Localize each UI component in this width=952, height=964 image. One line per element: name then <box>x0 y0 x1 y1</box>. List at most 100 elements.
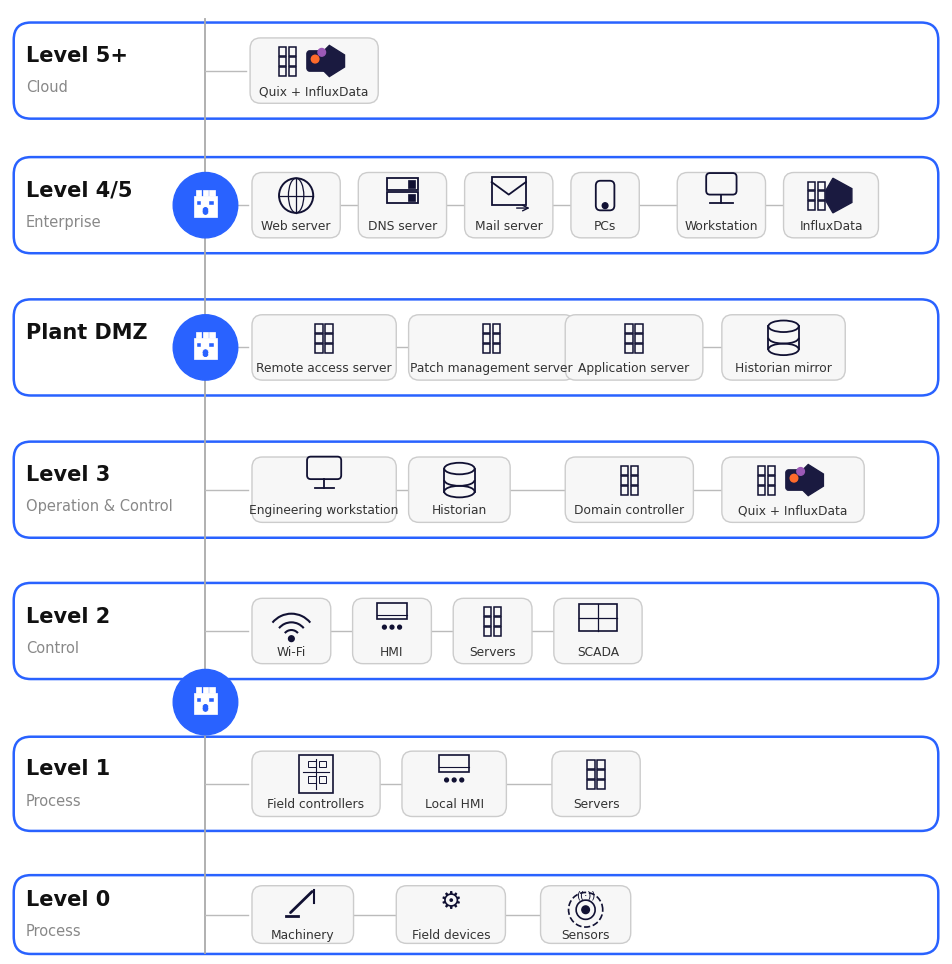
FancyBboxPatch shape <box>13 583 939 679</box>
Text: Servers: Servers <box>469 646 516 658</box>
Circle shape <box>790 474 798 482</box>
FancyBboxPatch shape <box>396 886 506 944</box>
FancyBboxPatch shape <box>13 875 939 954</box>
FancyBboxPatch shape <box>194 196 217 217</box>
Text: Quix + InfluxData: Quix + InfluxData <box>260 85 368 98</box>
Circle shape <box>288 636 294 642</box>
FancyBboxPatch shape <box>407 180 414 188</box>
FancyBboxPatch shape <box>250 38 378 103</box>
FancyBboxPatch shape <box>209 332 215 338</box>
Circle shape <box>318 48 326 56</box>
Text: InfluxData: InfluxData <box>800 220 863 233</box>
FancyBboxPatch shape <box>465 173 553 238</box>
Text: Historian: Historian <box>432 504 487 518</box>
FancyBboxPatch shape <box>13 442 939 538</box>
Text: Wi-Fi: Wi-Fi <box>277 646 306 658</box>
Text: Domain controller: Domain controller <box>574 504 684 518</box>
FancyBboxPatch shape <box>552 751 640 817</box>
Text: Level 0: Level 0 <box>26 890 110 910</box>
FancyBboxPatch shape <box>252 315 396 380</box>
Text: Sensors: Sensors <box>562 929 610 942</box>
FancyBboxPatch shape <box>203 332 208 338</box>
FancyBboxPatch shape <box>203 686 208 693</box>
Text: Local HMI: Local HMI <box>425 798 484 812</box>
FancyBboxPatch shape <box>677 173 765 238</box>
FancyBboxPatch shape <box>453 599 532 663</box>
FancyBboxPatch shape <box>209 190 215 196</box>
Text: Control: Control <box>26 641 79 656</box>
Circle shape <box>173 315 238 380</box>
Circle shape <box>383 626 387 629</box>
FancyBboxPatch shape <box>783 173 879 238</box>
Text: Cloud: Cloud <box>26 80 68 95</box>
Text: Process: Process <box>26 924 82 939</box>
FancyBboxPatch shape <box>209 698 214 702</box>
Text: Level 2: Level 2 <box>26 606 110 627</box>
FancyBboxPatch shape <box>407 194 414 201</box>
Polygon shape <box>798 465 823 495</box>
Polygon shape <box>319 45 345 76</box>
FancyBboxPatch shape <box>203 190 208 196</box>
FancyBboxPatch shape <box>252 886 353 944</box>
FancyBboxPatch shape <box>352 599 431 663</box>
Text: DNS server: DNS server <box>367 220 437 233</box>
FancyBboxPatch shape <box>252 173 340 238</box>
Text: Patch management server: Patch management server <box>410 362 573 375</box>
FancyBboxPatch shape <box>307 50 327 71</box>
FancyBboxPatch shape <box>194 693 217 713</box>
FancyBboxPatch shape <box>408 457 510 522</box>
FancyBboxPatch shape <box>202 206 208 216</box>
Text: Mail server: Mail server <box>475 220 543 233</box>
Text: Servers: Servers <box>573 798 620 812</box>
FancyBboxPatch shape <box>13 22 939 119</box>
Text: PCs: PCs <box>594 220 616 233</box>
FancyBboxPatch shape <box>197 201 202 204</box>
FancyBboxPatch shape <box>196 332 202 338</box>
Text: Remote access server: Remote access server <box>256 362 392 375</box>
FancyBboxPatch shape <box>209 686 215 693</box>
FancyBboxPatch shape <box>252 457 396 522</box>
Polygon shape <box>826 178 852 213</box>
FancyBboxPatch shape <box>209 343 214 347</box>
Text: Level 3: Level 3 <box>26 466 110 485</box>
FancyBboxPatch shape <box>197 343 202 347</box>
Circle shape <box>452 778 456 782</box>
Circle shape <box>390 626 394 629</box>
FancyBboxPatch shape <box>197 698 202 702</box>
Circle shape <box>445 778 448 782</box>
Text: Field controllers: Field controllers <box>268 798 365 812</box>
FancyBboxPatch shape <box>565 457 693 522</box>
Text: Workstation: Workstation <box>684 220 758 233</box>
FancyBboxPatch shape <box>13 736 939 831</box>
Text: SCADA: SCADA <box>577 646 619 658</box>
Text: Level 5+: Level 5+ <box>26 46 129 67</box>
Circle shape <box>173 173 238 238</box>
Circle shape <box>582 906 589 914</box>
FancyBboxPatch shape <box>202 349 208 358</box>
FancyBboxPatch shape <box>358 173 446 238</box>
FancyBboxPatch shape <box>196 686 202 693</box>
Text: Historian mirror: Historian mirror <box>735 362 832 375</box>
Text: Field devices: Field devices <box>411 929 490 942</box>
FancyBboxPatch shape <box>13 157 939 254</box>
Text: Enterprise: Enterprise <box>26 215 102 230</box>
Text: Process: Process <box>26 793 82 809</box>
Circle shape <box>797 468 804 475</box>
FancyBboxPatch shape <box>252 599 330 663</box>
Circle shape <box>603 202 608 208</box>
FancyBboxPatch shape <box>209 201 214 204</box>
Text: Plant DMZ: Plant DMZ <box>26 323 148 343</box>
Text: Machinery: Machinery <box>271 929 334 942</box>
FancyBboxPatch shape <box>252 751 380 817</box>
Circle shape <box>460 778 464 782</box>
FancyBboxPatch shape <box>541 886 631 944</box>
FancyBboxPatch shape <box>571 173 639 238</box>
FancyBboxPatch shape <box>408 315 575 380</box>
FancyBboxPatch shape <box>196 190 202 196</box>
Text: Engineering workstation: Engineering workstation <box>249 504 399 518</box>
Circle shape <box>311 55 319 63</box>
FancyBboxPatch shape <box>13 300 939 395</box>
FancyBboxPatch shape <box>565 315 703 380</box>
Text: Operation & Control: Operation & Control <box>26 499 173 515</box>
Circle shape <box>398 626 402 629</box>
